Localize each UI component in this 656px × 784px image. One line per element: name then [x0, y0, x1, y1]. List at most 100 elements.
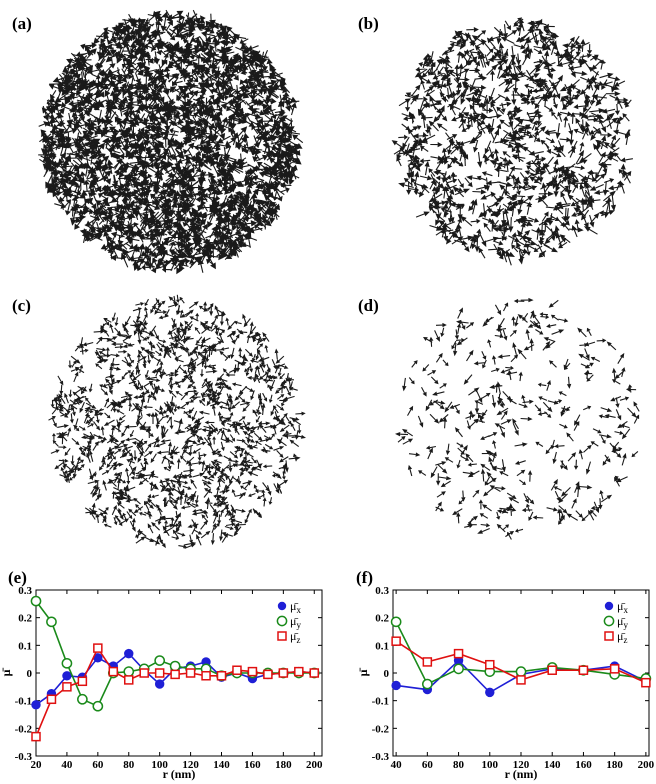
dipole-arrow [579, 485, 593, 490]
dipole-arrow [422, 364, 430, 372]
dipole-arrow [203, 50, 219, 58]
panel-label-c: (c) [12, 296, 31, 315]
dipole-arrow [168, 296, 178, 305]
dipole-arrow [70, 52, 81, 63]
dipole-arrow [230, 52, 239, 65]
dipole-arrow [149, 76, 164, 84]
dipole-arrow [500, 419, 512, 425]
dipole-arrow [225, 317, 230, 326]
dipole-arrow [142, 313, 148, 322]
dipole-arrow [607, 76, 621, 82]
dipole-arrow [223, 455, 233, 461]
dipole-arrow [393, 147, 406, 155]
dipole-arrow [155, 20, 162, 32]
dipole-arrow [435, 322, 447, 328]
dipole-arrow [481, 171, 493, 177]
dipole-arrow [218, 143, 231, 150]
dipole-arrow [258, 171, 273, 179]
dipole-arrow [558, 241, 568, 249]
dipole-arrow [144, 133, 151, 145]
dipole-arrow [77, 138, 84, 146]
dipole-arrow [472, 189, 487, 195]
dipole-arrow [528, 511, 534, 521]
dipole-arrow [118, 226, 125, 238]
dipole-arrow [143, 215, 150, 231]
dipole-arrow [265, 88, 272, 105]
dipole-arrow [97, 58, 106, 69]
dipole-arrow [429, 413, 440, 424]
dipole-arrow [545, 137, 555, 144]
dipole-arrow [106, 111, 117, 126]
dipole-arrow [213, 230, 221, 243]
dipole-arrow [551, 111, 558, 120]
dipole-arrow [599, 490, 604, 500]
dipole-arrow [223, 198, 230, 208]
dipole-arrow [510, 45, 516, 61]
y-axis-label: μ̄ [0, 668, 13, 677]
dipole-arrow [107, 147, 121, 154]
dipole-arrow [200, 520, 208, 530]
dipole-arrow [162, 134, 169, 148]
point-mu_z [578, 665, 589, 675]
dipole-arrow [617, 352, 625, 364]
dipole-arrow [502, 524, 509, 531]
dipole-arrow [407, 464, 413, 477]
dipole-arrow [203, 249, 214, 256]
dipole-arrow [512, 184, 523, 190]
dipole-arrow [157, 516, 162, 526]
dipole-arrow [144, 451, 153, 458]
dipole-arrow [579, 183, 586, 197]
dipole-arrow [189, 70, 201, 78]
dipole-arrow [486, 48, 494, 57]
dipole-arrow [550, 314, 559, 321]
dipole-arrow [587, 44, 593, 55]
dipole-arrow [83, 148, 99, 157]
dipole-arrow [133, 450, 138, 461]
dipole-arrow [91, 73, 101, 80]
dipole-arrow [73, 183, 80, 193]
dipole-arrow [101, 470, 110, 475]
dipole-arrow [257, 200, 267, 209]
dipole-arrow [219, 350, 228, 359]
dipole-arrow [454, 405, 460, 415]
dipole-arrow [249, 148, 262, 155]
dipole-arrow [213, 200, 220, 212]
point-mu_z [124, 675, 134, 685]
dipole-arrow [57, 82, 68, 89]
dipole-arrow [82, 341, 94, 347]
dipole-arrow [446, 178, 458, 184]
dipole-arrow [567, 194, 579, 205]
dipole-arrow [126, 143, 136, 157]
dipole-arrow [548, 79, 557, 91]
dipole-arrow [569, 227, 584, 233]
dipole-arrow [233, 191, 241, 201]
dipole-arrow [491, 355, 497, 365]
dipole-arrow [198, 35, 209, 48]
dipole-arrow [179, 104, 191, 113]
dipole-arrow [124, 112, 136, 121]
dipole-arrow [281, 149, 289, 162]
dipole-arrow [179, 455, 187, 463]
dipole-arrow [550, 439, 555, 450]
dipole-arrow [146, 254, 154, 270]
legend-label: μ̄y [290, 614, 301, 630]
dipole-arrow [163, 257, 177, 267]
dipole-arrow [502, 329, 508, 341]
dipole-arrow [417, 415, 424, 428]
dipole-arrow [402, 438, 414, 445]
dipole-arrow [99, 187, 110, 197]
dipole-arrow [420, 79, 426, 90]
dipole-arrow [150, 209, 158, 222]
dipole-arrow [103, 27, 114, 34]
dipole-arrow [57, 375, 64, 386]
point-mu_z [485, 659, 495, 670]
dipole-arrow [186, 233, 200, 241]
dipole-arrow [261, 217, 269, 230]
legend-marker [603, 615, 615, 627]
dipole-arrow [470, 419, 478, 427]
dipole-arrow [139, 93, 154, 101]
dipole-arrow [170, 143, 184, 150]
dipole-arrow [617, 420, 628, 429]
dipole-arrow [279, 182, 292, 189]
x-tick-label: 40 [61, 759, 73, 771]
